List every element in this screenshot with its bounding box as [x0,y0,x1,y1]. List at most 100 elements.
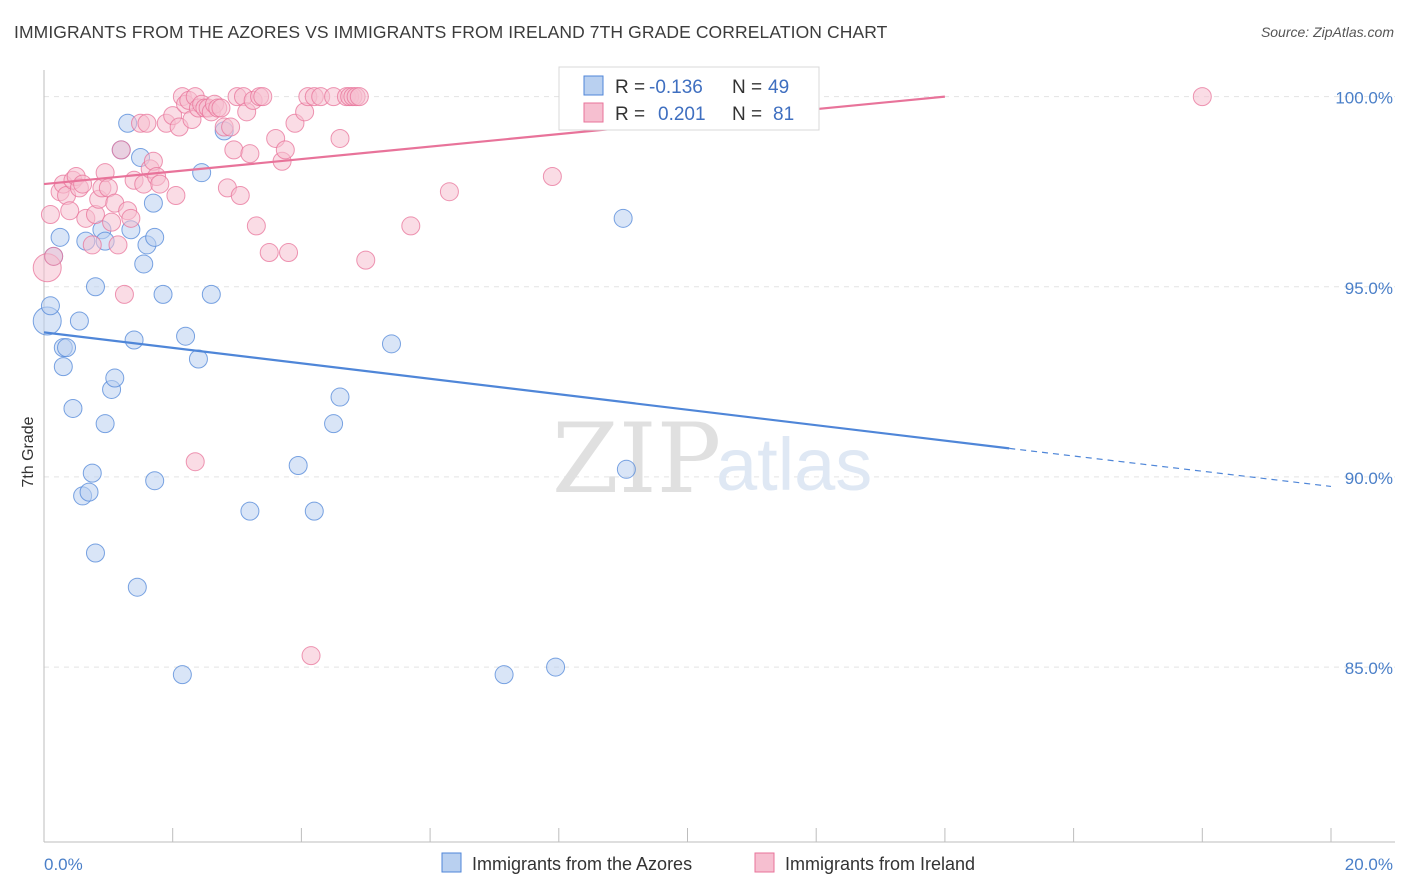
azores-point [40,296,60,316]
legend-n-label-2: N = [732,104,762,125]
azores-point [201,284,221,304]
azores-point [192,163,212,183]
ireland-point [259,243,279,263]
ireland-point [137,113,157,133]
data-points [32,87,1212,685]
azores-point [134,254,154,274]
azores-point [53,357,73,377]
watermark-atlas: atlas [716,423,872,506]
azores-point [324,414,344,434]
azores-point [613,208,633,228]
azores-point [145,471,165,491]
azores-point [494,665,514,685]
ireland-point [224,140,244,160]
azores-point [145,227,165,247]
ireland-point [253,87,273,107]
ireland-point [330,128,350,148]
azores-point [616,459,636,479]
azores-point [85,277,105,297]
axes [43,70,1395,843]
correlation-legend: R = -0.136 N = 49 R = 0.201 N = 81 [558,66,820,131]
y-tick-label-2: 90.0% [1345,469,1393,488]
ireland-point [185,452,205,472]
ireland-point [356,250,376,270]
azores-point [240,501,260,521]
ireland-point [349,87,369,107]
bottom-legend-swatch-ireland [754,852,775,873]
azores-point [172,665,192,685]
azores-point [127,577,147,597]
ireland-point [246,216,266,236]
ireland-point [44,246,64,266]
y-tick-label-1: 95.0% [1345,279,1393,298]
azores-point [105,368,125,388]
legend-swatch-blue [583,75,604,96]
ireland-point [401,216,421,236]
ireland-point [221,117,241,137]
azores-point [95,414,115,434]
bottom-legend-swatch-azores [441,852,462,873]
y-tick-label-3: 85.0% [1345,659,1393,678]
azores-point [143,193,163,213]
y-tick-label-0: 100.0% [1335,89,1393,108]
y-axis-label: 7th Grade [20,416,37,487]
ireland-point [150,174,170,194]
ireland-point [439,182,459,202]
ireland-point [301,646,321,666]
azores-trend-line [43,331,1010,450]
x-tick-label-1: 20.0% [1345,855,1393,874]
ireland-point [114,284,134,304]
watermark-zip: ZIP [552,403,721,515]
azores-point [79,482,99,502]
azores-point [57,338,77,358]
azores-point [124,330,144,350]
azores-point [288,456,308,476]
ireland-point [102,212,122,232]
source-label: Source: ZipAtlas.com [1260,24,1394,40]
ireland-point [230,185,250,205]
watermark: ZIP atlas [552,403,872,515]
ireland-point [40,205,60,225]
ireland-point [211,98,231,118]
ireland-point [60,201,80,221]
tick-labels: 100.0% 95.0% 90.0% 85.0% 0.0% 20.0% [44,89,1393,874]
ireland-point [279,243,299,263]
series-legend: Immigrants from the Azores Immigrants fr… [441,852,975,874]
azores-point [63,398,83,418]
ireland-point [111,140,131,160]
legend-swatch-pink [583,102,604,123]
azores-point [50,227,70,247]
x-tick-label-0: 0.0% [44,855,83,874]
ireland-point [275,140,295,160]
legend-r-label-1: R = [615,77,645,98]
azores-point [546,657,566,677]
legend-r-value-1: -0.136 [649,77,703,98]
ireland-point [166,185,186,205]
azores-point [82,463,102,483]
ireland-point [1192,87,1212,107]
azores-point [381,334,401,354]
ireland-point [73,174,93,194]
bottom-legend-azores: Immigrants from the Azores [472,854,692,874]
legend-n-label-1: N = [732,77,762,98]
azores-trend-extension [1009,447,1332,488]
azores-point [330,387,350,407]
ireland-point [108,235,128,255]
chart-title: IMMIGRANTS FROM THE AZORES VS IMMIGRANTS… [14,22,888,42]
azores-point [304,501,324,521]
legend-n-value-1: 49 [768,77,789,98]
ireland-point [542,166,562,186]
azores-point [153,284,173,304]
azores-point [69,311,89,331]
legend-r-value-2: 0.201 [658,104,706,125]
azores-point [85,543,105,563]
azores-point [176,326,196,346]
legend-n-value-2: 81 [773,104,794,125]
ireland-point [240,144,260,164]
ireland-point [121,208,141,228]
bottom-legend-ireland: Immigrants from Ireland [785,854,975,874]
legend-r-label-2: R = [615,104,645,125]
gridlines [44,96,1395,668]
ireland-point [82,235,102,255]
